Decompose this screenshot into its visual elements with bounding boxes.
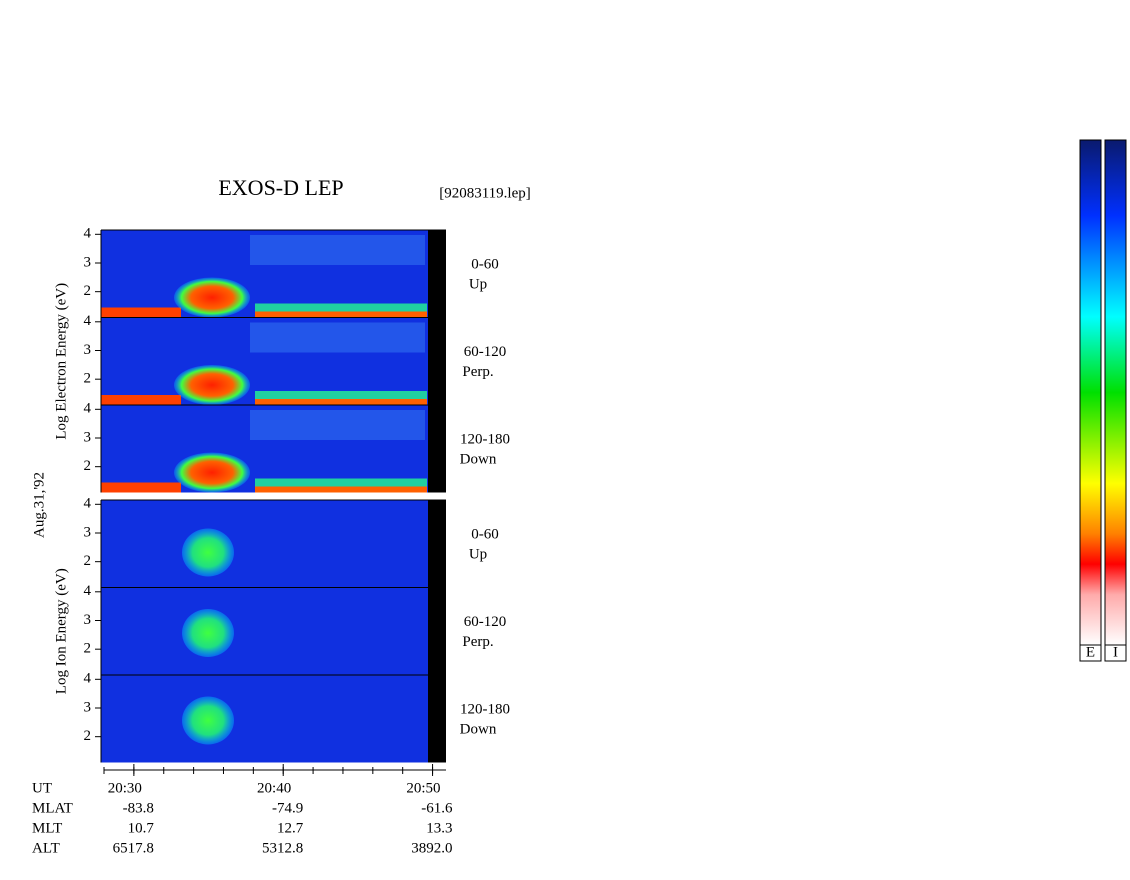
ut-label: UT [32, 780, 52, 796]
low-energy-band [101, 307, 181, 318]
flux-blob [182, 696, 234, 745]
y-tick-label: 3 [84, 342, 92, 358]
y-tick-label: 4 [84, 401, 92, 417]
direction-label: Perp. [462, 634, 493, 650]
ephemeris-value: 5312.8 [262, 840, 303, 856]
y-tick-label: 4 [84, 671, 92, 687]
date-label: Aug.31,'92 [31, 472, 47, 538]
x-tick-label: 20:40 [257, 780, 291, 796]
flux-blob [174, 277, 250, 318]
direction-label: Perp. [462, 364, 493, 380]
data-end [428, 675, 446, 763]
spectrogram-bg [101, 500, 446, 588]
y-axis-label: Log Electron Energy (eV) [53, 283, 69, 440]
wave-region [250, 410, 425, 440]
y-tick-label: 3 [84, 254, 92, 270]
colorbar [1104, 139, 1127, 646]
direction-label: Up [469, 546, 487, 562]
data-end [428, 230, 446, 318]
y-tick-label: 3 [84, 699, 92, 715]
ephemeris-value: 10.7 [128, 820, 155, 836]
flux-blob [174, 452, 250, 493]
y-tick-label: 2 [84, 641, 92, 657]
y-tick-label: 2 [84, 458, 92, 474]
y-tick-label: 4 [84, 583, 92, 599]
flux-blob [182, 609, 234, 657]
spectrogram-bg [101, 587, 446, 675]
spectrogram-bg [101, 675, 446, 763]
low-energy-band [255, 391, 427, 401]
x-tick-label: 20:30 [108, 780, 142, 796]
direction-label: Up [469, 276, 487, 292]
low-energy-band [255, 486, 427, 493]
low-energy-band [255, 399, 427, 405]
flux-blob [182, 528, 234, 577]
low-energy-band [255, 311, 427, 318]
y-tick-label: 4 [84, 496, 92, 512]
ephemeris-value: -83.8 [123, 800, 154, 816]
data-end [428, 500, 446, 588]
ephemeris-value: 13.3 [426, 820, 452, 836]
data-end [428, 405, 446, 493]
low-energy-band [101, 395, 181, 405]
ephemeris-name: ALT [32, 840, 60, 856]
y-tick-label: 2 [84, 553, 92, 569]
channel-label: 120-180 [460, 431, 510, 447]
channel-label: 120-180 [460, 701, 510, 717]
flux-blob [174, 365, 250, 405]
channel-label: 60-120 [464, 614, 507, 630]
y-tick-label: 3 [84, 612, 92, 628]
direction-label: Down [460, 721, 497, 737]
data-end [428, 587, 446, 675]
colorbar [1079, 139, 1102, 646]
y-tick-label: 4 [84, 313, 92, 329]
colorbar-label-box [1104, 644, 1127, 662]
wave-region [250, 235, 425, 265]
y-tick-label: 3 [84, 524, 92, 540]
y-tick-label: 4 [84, 226, 92, 242]
low-energy-band [255, 478, 427, 489]
y-axis-label: Log Ion Energy (eV) [53, 568, 69, 694]
wave-region [250, 322, 425, 353]
colorbar-label-box [1079, 644, 1102, 662]
data-end [428, 317, 446, 405]
title: EXOS-D LEP [218, 175, 343, 200]
y-tick-label: 2 [84, 371, 92, 387]
ephemeris-name: MLT [32, 820, 62, 836]
y-tick-label: 2 [84, 283, 92, 299]
ephemeris-value: 12.7 [277, 820, 304, 836]
direction-label: Down [460, 451, 497, 467]
channel-label: 0-60 [471, 526, 499, 542]
x-tick-label: 20:50 [406, 780, 440, 796]
y-tick-label: 2 [84, 728, 92, 744]
channel-label: 0-60 [471, 256, 499, 272]
ephemeris-value: 3892.0 [411, 840, 452, 856]
ephemeris-value: -61.6 [421, 800, 453, 816]
channel-label: 60-120 [464, 344, 507, 360]
low-energy-band [255, 303, 427, 314]
colorbar-label: E [1086, 644, 1095, 660]
file-name: [92083119.lep] [439, 185, 531, 201]
y-tick-label: 3 [84, 429, 92, 445]
colorbar-label: I [1113, 644, 1118, 660]
ephemeris-value: -74.9 [272, 800, 303, 816]
ephemeris-value: 6517.8 [113, 840, 154, 856]
low-energy-band [101, 482, 181, 493]
ephemeris-name: MLAT [32, 800, 73, 816]
